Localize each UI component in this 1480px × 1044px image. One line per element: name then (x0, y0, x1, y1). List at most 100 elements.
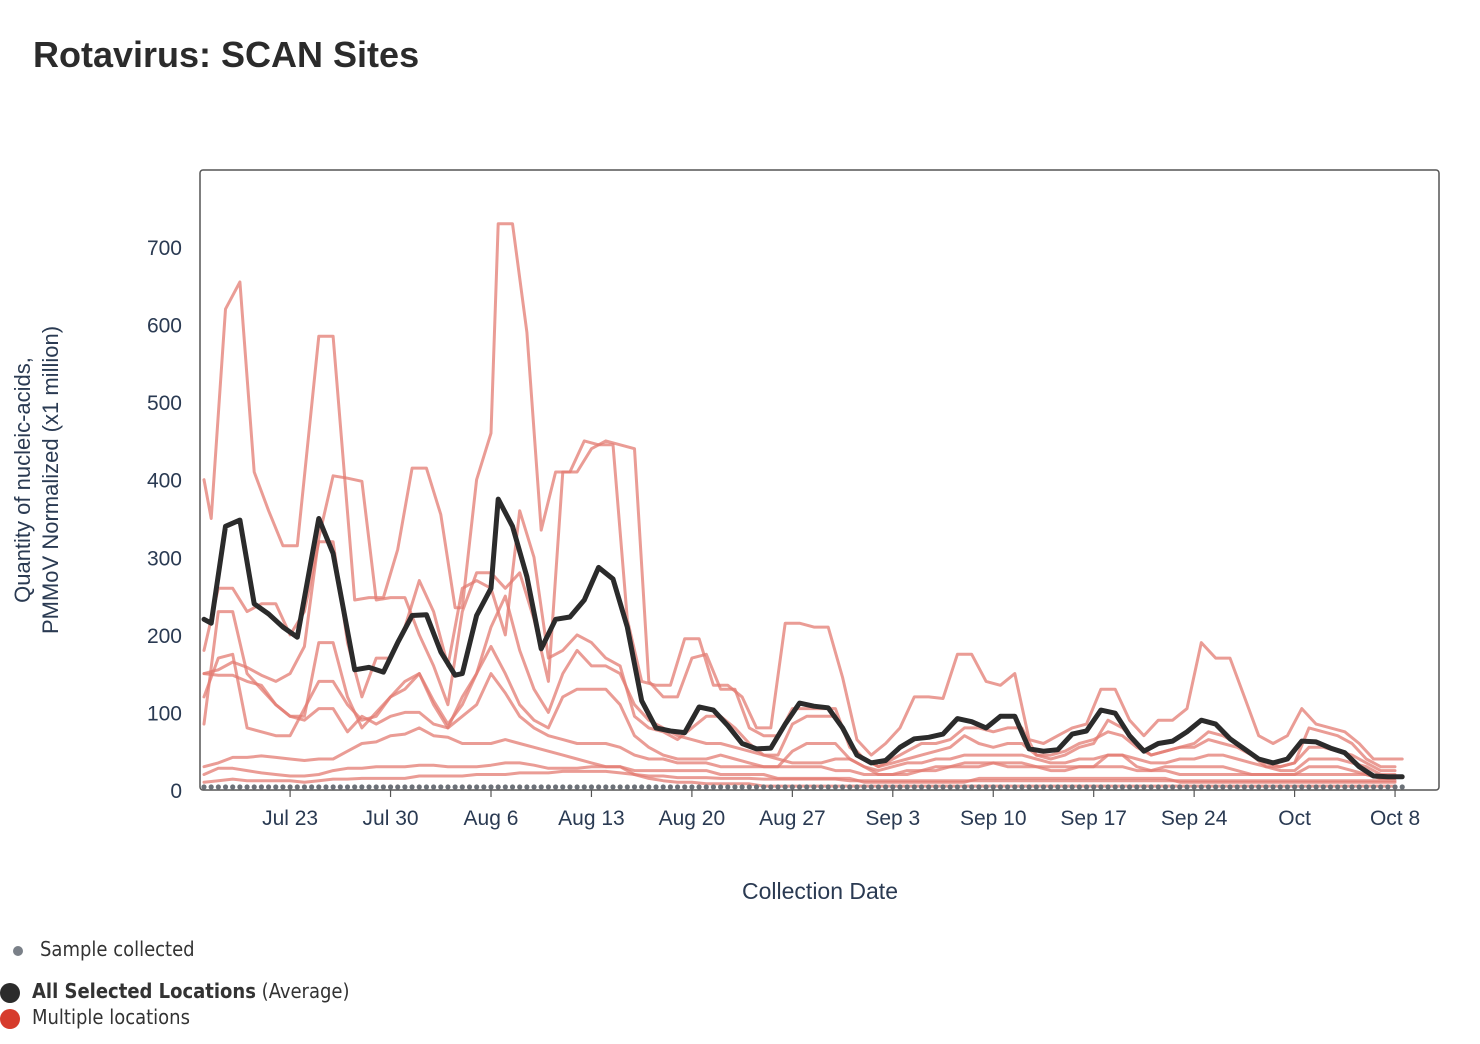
location-series-line[interactable] (202, 439, 1397, 769)
sample-dot (610, 784, 616, 790)
sample-dot (531, 784, 537, 790)
sample-dot (352, 784, 358, 790)
sample-dot (1392, 784, 1398, 790)
legend-average[interactable]: All Selected Locations (Average) (0, 979, 349, 1003)
sample-dot (732, 784, 738, 790)
sample-dot (969, 784, 975, 790)
sample-dot (1363, 784, 1369, 790)
sample-dot (524, 784, 530, 790)
y-tick-label: 600 (147, 315, 182, 338)
y-tick-label: 100 (147, 702, 182, 725)
y-axis-label-line1: Quantity of nucleic-acids, (10, 357, 35, 603)
sample-dot (1055, 784, 1061, 790)
sample-dot (1370, 784, 1377, 790)
sample-dot (710, 784, 717, 790)
sample-dot (1385, 784, 1391, 790)
sample-dot (567, 784, 573, 790)
sample-dot (660, 784, 666, 790)
sample-dot (337, 784, 343, 790)
x-axis-label: Collection Date (742, 878, 898, 904)
legend-sample-label: Sample collected (40, 937, 195, 961)
sample-dot (1019, 784, 1025, 790)
legend-multiple-locations[interactable]: Multiple locations (0, 1005, 190, 1029)
y-axis-label-line2: PMMoV Normalized (x1 million) (38, 326, 63, 634)
sample-dot (976, 784, 982, 790)
sample-dot (624, 784, 630, 790)
location-series-line[interactable] (202, 594, 1397, 776)
sample-dot (273, 784, 279, 790)
sample-dot (402, 784, 408, 790)
sample-dot (1213, 784, 1219, 790)
y-tick-label: 400 (147, 470, 182, 493)
sample-dot (839, 784, 846, 790)
sample-dot (1299, 784, 1305, 790)
sample-dot (875, 784, 882, 790)
sample-dot (596, 784, 602, 790)
sample-dot (1241, 784, 1247, 790)
sample-dot (1040, 784, 1047, 790)
sample-dot (789, 784, 795, 790)
location-series-line[interactable] (202, 769, 1397, 784)
location-series-line[interactable] (202, 645, 1397, 780)
sample-dot (1112, 784, 1118, 790)
sample-dot (301, 784, 308, 790)
sample-dot (1126, 784, 1133, 790)
sample-dot (904, 784, 910, 790)
sample-dot (804, 784, 810, 790)
sample-dot (423, 784, 430, 790)
y-axis: 0 100 200 300 400 500 600 700 (147, 237, 182, 803)
sample-dot (230, 784, 236, 790)
sample-dot (918, 784, 925, 790)
sample-dot (509, 784, 516, 790)
sample-dot (517, 784, 523, 790)
location-series-line[interactable] (202, 672, 1397, 780)
sample-dot (208, 784, 214, 790)
sample-dot (1227, 784, 1233, 790)
sample-dot (746, 784, 752, 790)
sample-dot (603, 784, 609, 790)
sample-dot (1234, 784, 1240, 790)
sample-dot (1033, 784, 1039, 790)
sample-dot (387, 784, 394, 790)
sample-dot (911, 784, 917, 790)
sample-dot (718, 784, 724, 790)
sample-dot (344, 784, 351, 790)
sample-dot (1263, 784, 1269, 790)
legend-average-suffix: (Average) (261, 979, 350, 1003)
sample-dot (502, 784, 508, 790)
average-series-line[interactable] (201, 496, 1405, 780)
sample-dot (1335, 784, 1341, 790)
sample-dot (474, 784, 480, 790)
sample-dot (617, 784, 623, 790)
location-series-line[interactable] (202, 509, 1397, 773)
sample-dot (854, 784, 860, 790)
sample-dot (1177, 784, 1183, 790)
sample-dot (739, 784, 745, 790)
sample-dot (631, 784, 638, 790)
sample-dot (653, 784, 659, 790)
legend-sample-dot-icon (13, 945, 23, 956)
sample-dot (1069, 784, 1075, 790)
sample-dot (847, 784, 853, 790)
legend-average-dot-icon (0, 982, 20, 1003)
sample-dot (1284, 784, 1291, 790)
sample-dot (1162, 784, 1169, 790)
plot-frame (199, 169, 1440, 791)
sample-dot (1292, 784, 1298, 790)
sample-dot (1270, 784, 1276, 790)
sample-dot (280, 784, 286, 790)
sample-dot (947, 784, 953, 790)
sample-dot (1184, 784, 1190, 790)
sample-dot (452, 784, 458, 790)
sample-dot (1098, 784, 1104, 790)
location-series-line[interactable] (202, 222, 1404, 761)
sample-dot (459, 784, 465, 790)
sample-dot (1198, 784, 1204, 790)
sample-dot (753, 784, 760, 790)
sample-dot (725, 784, 731, 790)
sample-dot (868, 784, 874, 790)
sample-dot (832, 784, 839, 790)
sample-dot (775, 784, 781, 790)
sample-dot (1155, 784, 1161, 790)
x-tick-label: Oct (1278, 807, 1311, 830)
